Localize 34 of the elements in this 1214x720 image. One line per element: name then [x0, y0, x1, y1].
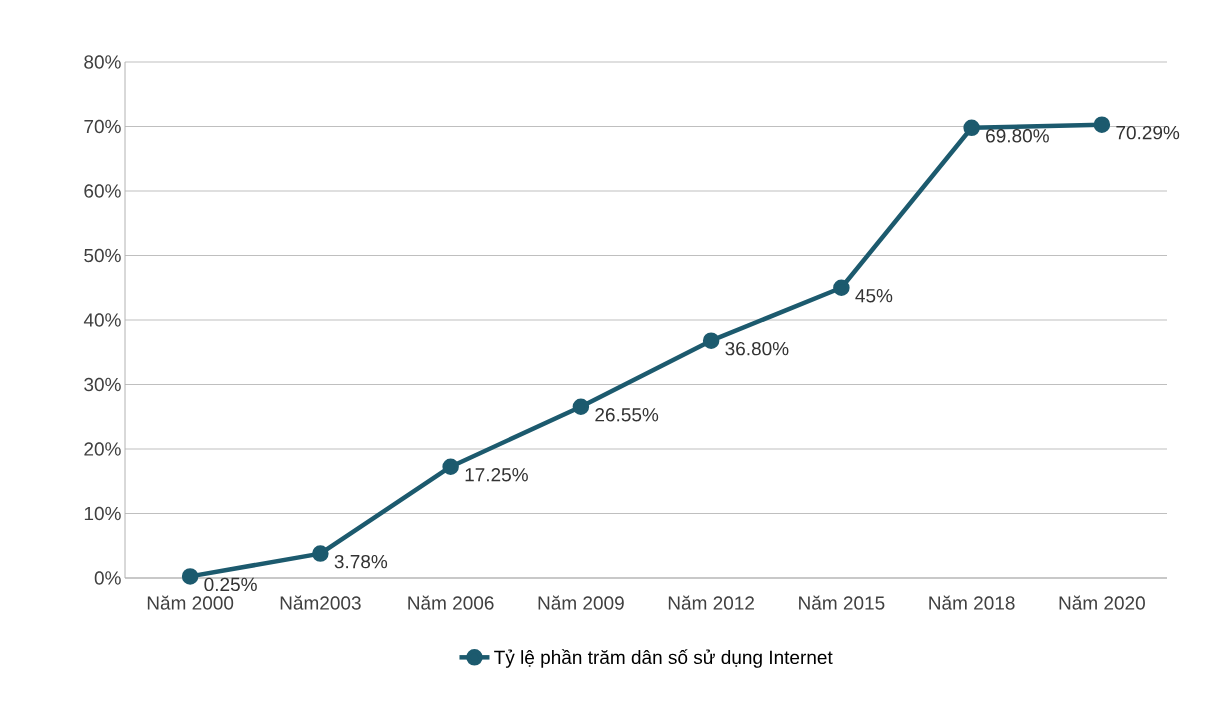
x-tick-label: Năm 2018	[929, 595, 1015, 610]
data-label: 0.25%	[204, 577, 257, 592]
x-tick-label: Năm 2000	[147, 595, 234, 610]
y-tick-label: 20%	[84, 442, 121, 456]
point	[572, 398, 590, 415]
data-label: 69.80%	[986, 129, 1049, 143]
y-tick-label: 40%	[83, 313, 121, 327]
legend-label: Tỷ lệ phần trăm dân số sử dụng Internet	[494, 649, 833, 668]
x-tick-label: Năm2003	[280, 595, 361, 610]
data-label: 70.29%	[1116, 125, 1180, 140]
x-tick-label: Năm 2012	[668, 595, 754, 610]
point	[1093, 116, 1111, 133]
y-tick-label: 10%	[84, 506, 121, 521]
x-tick-label: Năm 2015	[799, 595, 885, 610]
point	[312, 545, 329, 562]
point	[442, 458, 459, 475]
y-tick-label: 0%	[94, 571, 121, 585]
point	[181, 568, 199, 585]
point	[702, 332, 720, 349]
point	[963, 119, 980, 137]
data-label: 17.25%	[465, 468, 528, 482]
y-tick-label: 70%	[84, 119, 121, 134]
x-tick-label: Năm 2020	[1059, 595, 1145, 610]
point	[833, 279, 850, 296]
data-label: 36.80%	[725, 341, 789, 356]
x-tick-label: Năm 2006	[408, 595, 494, 610]
y-tick-label: 50%	[84, 248, 121, 263]
y-tick-label: 80%	[84, 55, 121, 69]
x-tick-label: Năm 2009	[538, 595, 624, 610]
y-tick-label: 60%	[84, 184, 121, 198]
data-label: 45%	[855, 289, 893, 303]
y-tick-label: 30%	[84, 377, 121, 392]
data-label: 3.78%	[334, 554, 388, 569]
data-label: 26.55%	[595, 408, 659, 422]
